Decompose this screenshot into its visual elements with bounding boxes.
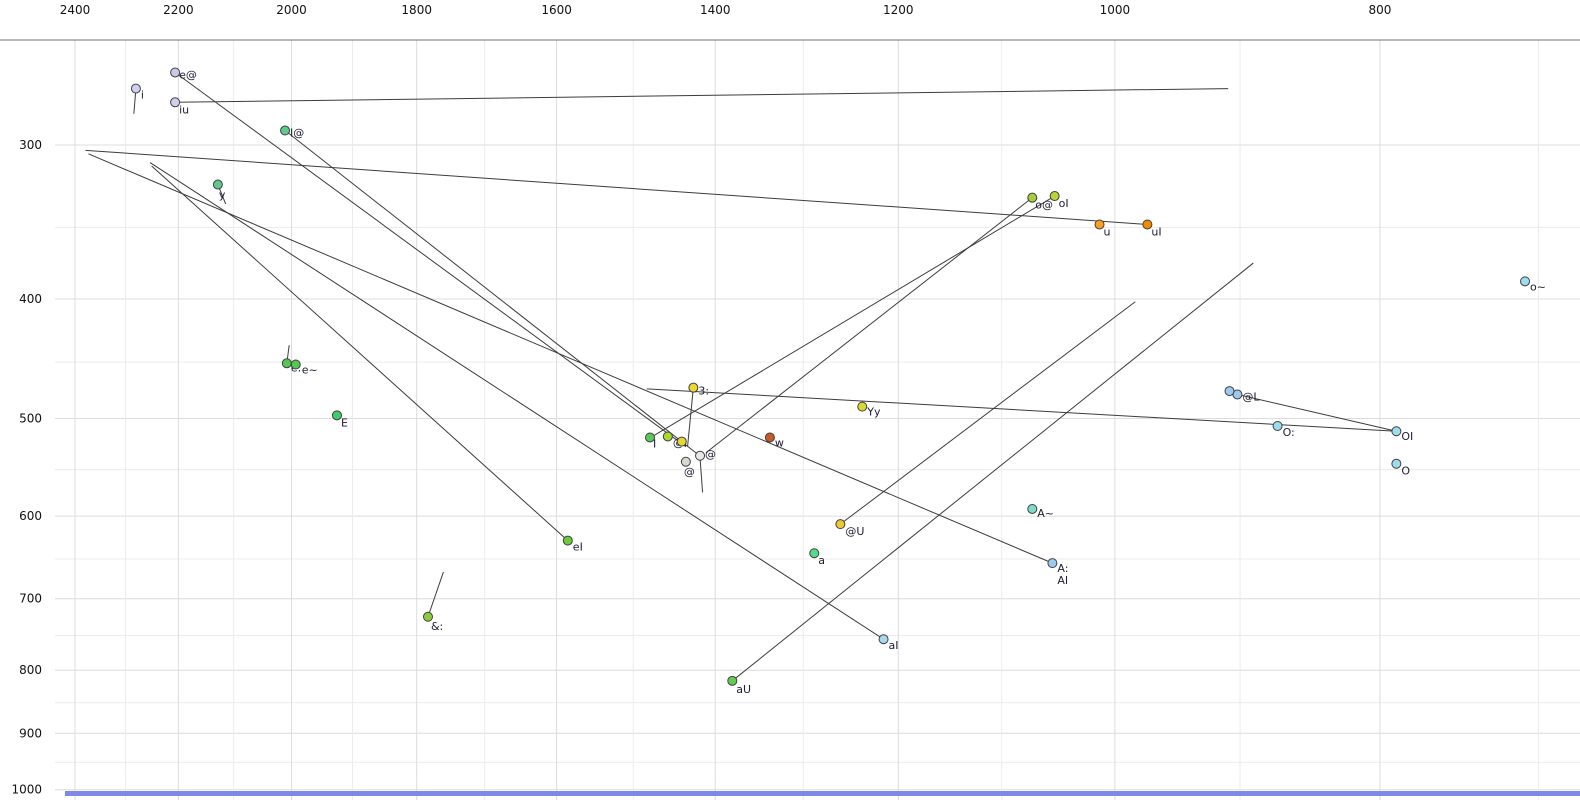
vowel-label-aI: aI [889, 639, 899, 652]
vowel-label-u: u [1104, 225, 1111, 238]
vowel-point-unlabeled[interactable] [676, 436, 687, 447]
vector-AI [88, 153, 1053, 564]
vector-@L [1237, 393, 1397, 432]
x-tick-label-1000: 1000 [1100, 3, 1131, 17]
vowel-point-OI[interactable] [1391, 426, 1402, 437]
vowel-label-I@: I@ [290, 127, 304, 140]
vowel-point-o~[interactable] [1520, 276, 1531, 287]
vowel-label-AI: AI [1057, 574, 1068, 587]
vowel-point-Yy[interactable] [857, 401, 868, 412]
vector-o@ [705, 197, 1033, 454]
x-tick-label-1400: 1400 [700, 3, 731, 17]
y-tick-label-900: 900 [19, 726, 42, 740]
vector-iu [175, 88, 1229, 103]
x-tick-label-1200: 1200 [883, 3, 914, 17]
vowel-point-i[interactable] [130, 83, 141, 94]
vowel-point-O[interactable] [1391, 458, 1402, 469]
x-tick-label-800: 800 [1368, 3, 1391, 17]
vowel-point-@[interactable] [680, 456, 691, 467]
vowel-label-o@: o@ [1035, 199, 1053, 212]
x-tick-label-1800: 1800 [401, 3, 432, 17]
vowel-point-a[interactable] [809, 548, 820, 559]
vector-eI [151, 165, 569, 541]
vector-aI [149, 162, 884, 640]
vowel-point-aU[interactable] [727, 675, 738, 686]
vowel-point-@i[interactable] [662, 431, 673, 442]
vowel-point-@[interactable] [695, 450, 706, 461]
vowel-point-w[interactable] [764, 432, 775, 443]
vector-&:-tail [427, 571, 444, 617]
vector-aU [731, 262, 1254, 682]
y-tick-label-400: 400 [19, 292, 42, 306]
vector-uI [85, 149, 1148, 225]
vowel-point-E[interactable] [331, 410, 342, 421]
vowel-label-@: @ [684, 466, 695, 479]
vowel-label-oI: oI [1059, 197, 1069, 210]
x-tick-label-1600: 1600 [541, 3, 572, 17]
vowel-label-@L: @L [1242, 390, 1260, 403]
vowel-point-y[interactable] [212, 179, 223, 190]
vowel-point-I@[interactable] [280, 125, 291, 136]
vowel-label-3:: 3: [698, 385, 709, 398]
vowel-label-A~: A~ [1037, 507, 1054, 520]
vowel-point-e@[interactable] [170, 67, 181, 78]
vowel-point-I[interactable] [645, 432, 656, 443]
vowel-label-eI: eI [573, 541, 583, 554]
x-tick-label-2200: 2200 [163, 3, 194, 17]
y-tick-label-600: 600 [19, 509, 42, 523]
vowel-label-OI: OI [1401, 430, 1413, 443]
vowel-label-Yy: Yy [866, 406, 881, 419]
vowel-label-i: i [141, 89, 144, 102]
vowel-point-iu[interactable] [170, 97, 181, 108]
vowel-point-e~[interactable] [290, 359, 301, 370]
vowel-point-u[interactable] [1094, 219, 1105, 230]
vowel-point-uI[interactable] [1142, 219, 1153, 230]
vowel-label-E: E [341, 416, 348, 429]
vowel-point-eI[interactable] [562, 535, 573, 546]
vowel-point-O:[interactable] [1272, 420, 1283, 431]
vowel-label-uI: uI [1151, 225, 1161, 238]
vector-3:-tail [687, 387, 694, 447]
vowel-label-w: w [775, 436, 784, 449]
vowel-label-@U: @U [845, 525, 864, 538]
vowel-point-oI[interactable] [1049, 191, 1060, 202]
vowel-point-o@[interactable] [1027, 192, 1038, 203]
vector-@-tail [699, 457, 704, 493]
vowel-label-A:: A: [1057, 562, 1068, 575]
vowel-point-3:[interactable] [688, 382, 699, 393]
vowel-label-a: a [818, 554, 825, 567]
vowel-label-e~: e~ [302, 363, 318, 376]
vowel-label-e@: e@ [179, 68, 197, 81]
vowel-label-iu: iu [179, 103, 189, 116]
vowel-label-y: y [219, 189, 226, 202]
x-tick-label-2000: 2000 [276, 3, 307, 17]
x-tick-label-2400: 2400 [60, 3, 91, 17]
vector-@U [840, 301, 1136, 525]
y-tick-label-1000: 1000 [11, 783, 42, 797]
vowel-point-A:[interactable] [1047, 558, 1058, 569]
vowel-label-&:: &: [431, 620, 443, 633]
vector-e@ [174, 72, 687, 448]
y-tick-label-800: 800 [19, 663, 42, 677]
vowel-label-aU: aU [736, 683, 751, 696]
vector-I@ [284, 130, 699, 456]
vowel-point-unlabeled[interactable] [1224, 386, 1235, 397]
vowel-label-I: I [653, 437, 656, 450]
vowel-label-@: @ [705, 448, 716, 461]
vector-oI [652, 195, 1055, 437]
vowel-point-aI[interactable] [878, 634, 889, 645]
bottom-axis-bar [65, 791, 1580, 796]
vowel-label-O: O [1401, 465, 1410, 478]
y-tick-label-500: 500 [19, 412, 42, 426]
y-tick-label-300: 300 [19, 138, 42, 152]
y-tick-label-700: 700 [19, 592, 42, 606]
vowel-point-@U[interactable] [835, 519, 846, 530]
vowel-label-o~: o~ [1530, 280, 1546, 293]
vowel-point-A~[interactable] [1027, 503, 1038, 514]
vector-OI [646, 388, 1397, 432]
vowel-label-O:: O: [1283, 426, 1295, 439]
vowel-point-&:[interactable] [422, 611, 433, 622]
